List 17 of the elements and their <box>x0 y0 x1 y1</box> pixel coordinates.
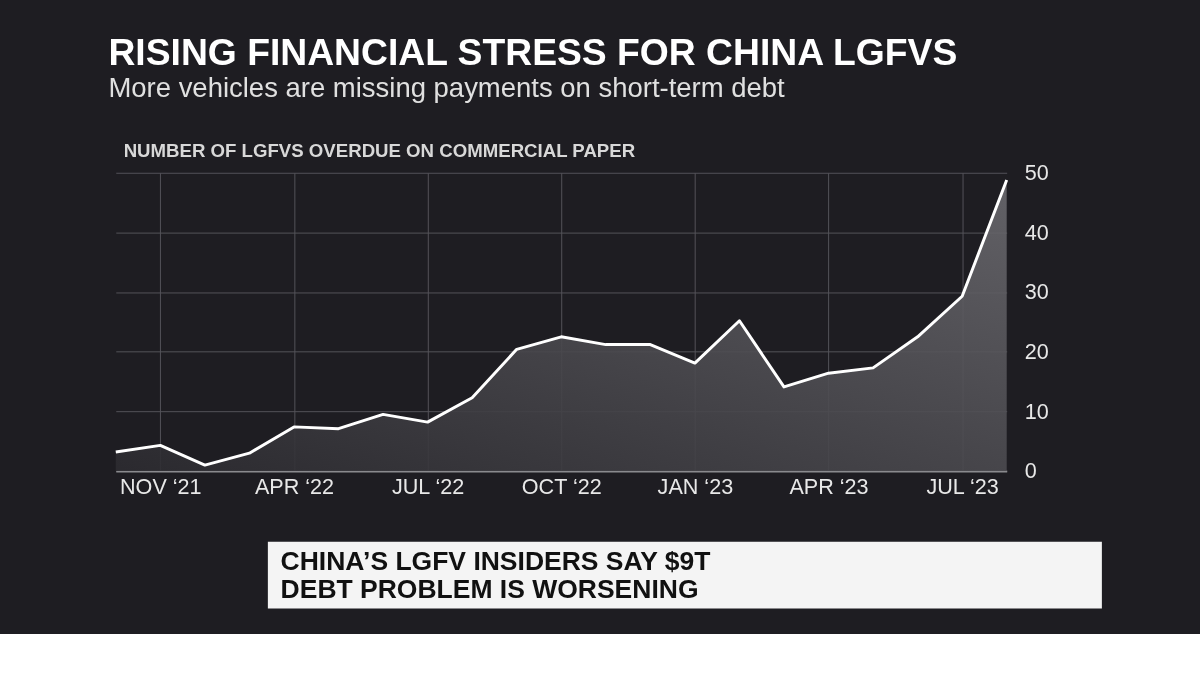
chart-subtitle: More vehicles are missing payments on short-term debt <box>108 72 786 104</box>
y-tick-label: 50 <box>1024 160 1049 186</box>
y-tick-label: 20 <box>1024 339 1049 365</box>
x-tick-label: JAN ‘23 <box>657 474 734 500</box>
text: CHINA’S LGFV INSIDERS SAY $9T DEBT PROBLEM IS WORSENING <box>280 546 711 604</box>
y-tick-label: 30 <box>1024 279 1049 305</box>
chart-title: RISING FINANCIAL STRESS FOR CHINA LGFVS <box>108 30 958 73</box>
x-tick-label: NOV ‘21 <box>120 474 202 500</box>
x-tick-label: OCT ‘22 <box>521 474 602 500</box>
y-tick-label: 40 <box>1024 219 1049 245</box>
x-tick-label: JUL ‘22 <box>391 474 465 500</box>
y-tick-label: 10 <box>1024 398 1049 424</box>
x-tick-label: APR ‘22 <box>254 474 335 500</box>
x-tick-label: JUL ‘23 <box>926 474 999 500</box>
y-axis-title: NUMBER OF LGFVS OVERDUE ON COMMERCIAL PAPER <box>123 140 636 162</box>
x-tick-label: APR ‘23 <box>789 474 869 500</box>
y-tick-label: 0 <box>1024 458 1037 484</box>
